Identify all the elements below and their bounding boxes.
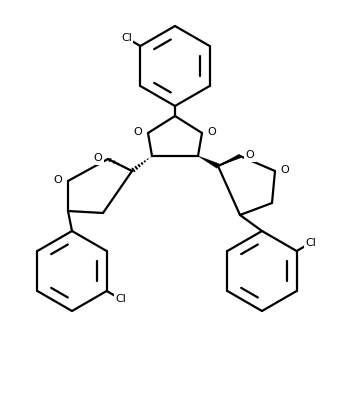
Polygon shape bbox=[218, 154, 241, 166]
Polygon shape bbox=[198, 156, 219, 168]
Text: Cl: Cl bbox=[115, 294, 126, 304]
Text: Cl: Cl bbox=[305, 238, 316, 248]
Text: O: O bbox=[134, 127, 142, 137]
Text: O: O bbox=[93, 153, 102, 163]
Text: O: O bbox=[53, 175, 62, 185]
Text: Cl: Cl bbox=[121, 33, 132, 43]
Text: O: O bbox=[280, 165, 289, 175]
Text: O: O bbox=[246, 150, 254, 160]
Text: O: O bbox=[208, 127, 216, 137]
